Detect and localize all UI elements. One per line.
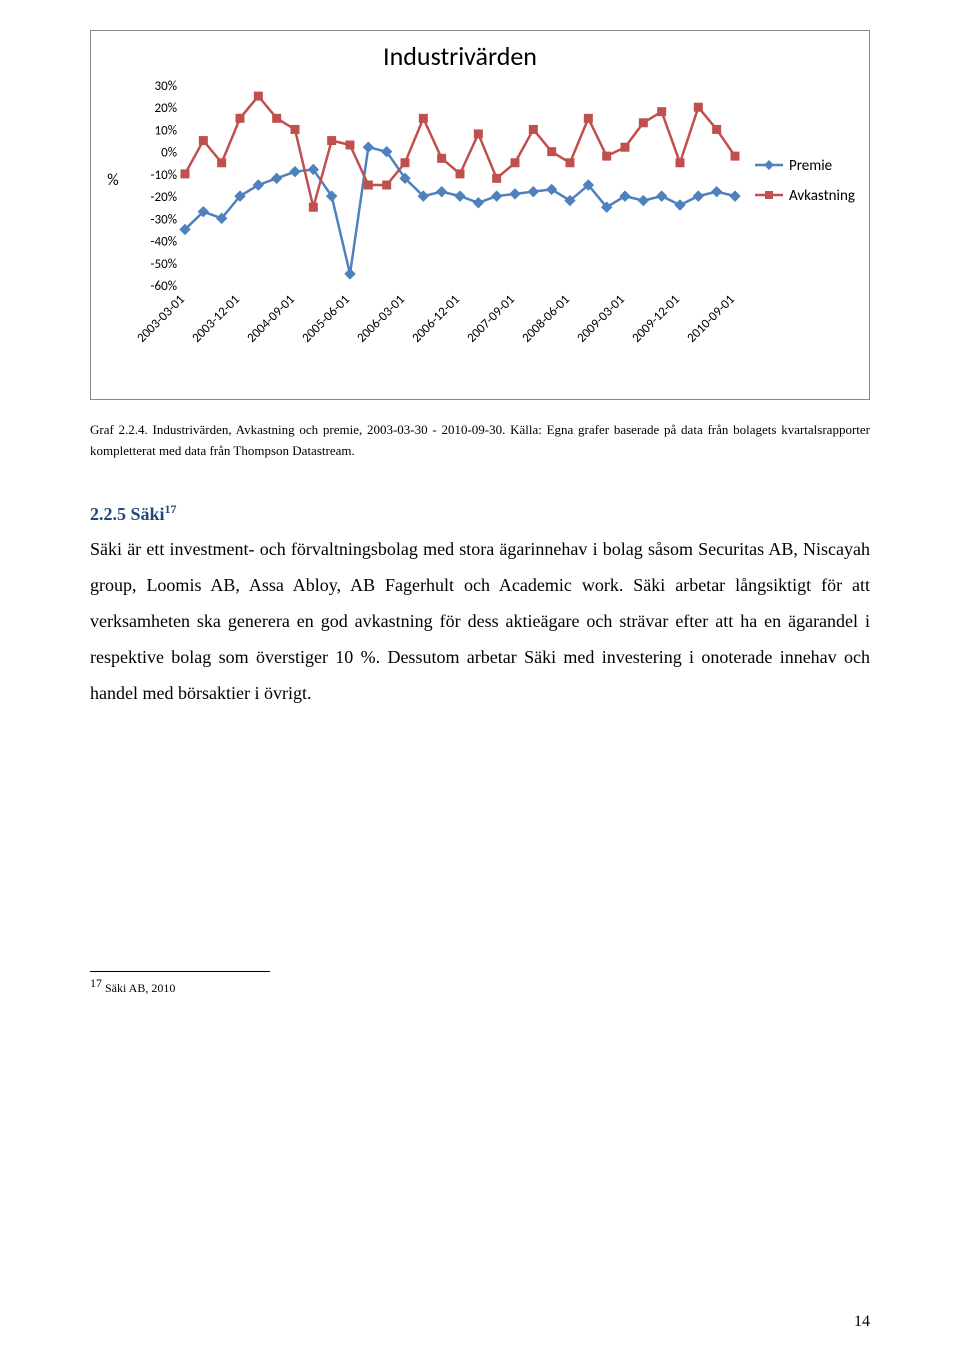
svg-text:2008-06-01: 2008-06-01	[519, 292, 573, 346]
svg-text:2003-12-01: 2003-12-01	[189, 292, 243, 346]
figure-caption: Graf 2.2.4. Industrivärden, Avkastning o…	[90, 420, 870, 462]
svg-text:2006-03-01: 2006-03-01	[354, 292, 408, 346]
caption-prefix: Graf 2.2.4.	[90, 422, 148, 437]
svg-text:2010-09-01: 2010-09-01	[684, 292, 738, 346]
footnote: 17 Säki AB, 2010	[90, 976, 870, 996]
svg-text:2005-06-01: 2005-06-01	[299, 292, 353, 346]
page-number: 14	[854, 1313, 870, 1331]
svg-text:0%: 0%	[161, 146, 177, 161]
section-heading: 2.2.5 Säki17	[90, 502, 870, 525]
footnote-separator	[90, 971, 270, 972]
svg-text:-10%: -10%	[151, 168, 177, 183]
svg-text:-20%: -20%	[151, 190, 177, 205]
footnote-number: 17	[90, 976, 102, 990]
svg-text:2009-12-01: 2009-12-01	[629, 292, 683, 346]
svg-text:-40%: -40%	[151, 235, 177, 250]
svg-text:20%: 20%	[155, 101, 177, 116]
svg-text:-50%: -50%	[151, 257, 177, 272]
svg-text:2009-03-01: 2009-03-01	[574, 292, 628, 346]
line-chart: Industrivärden 30% 20% 10% 0% -10% -20% -30% -40…	[95, 35, 865, 395]
chart-container: Industrivärden 30% 20% 10% 0% -10% -20% -30% -40…	[90, 30, 870, 400]
svg-text:Premie: Premie	[789, 157, 832, 175]
svg-text:-60%: -60%	[151, 279, 177, 294]
svg-text:2007-09-01: 2007-09-01	[464, 292, 518, 346]
svg-text:Avkastning: Avkastning	[789, 187, 855, 205]
caption-text: Industrivärden, Avkastning och premie, 2…	[90, 422, 870, 458]
svg-text:10%: 10%	[155, 123, 177, 138]
svg-text:2004-09-01: 2004-09-01	[244, 292, 298, 346]
footnote-text: Säki AB, 2010	[102, 981, 175, 995]
body-paragraph: Säki är ett investment- och förvaltnings…	[90, 531, 870, 711]
svg-text:-30%: -30%	[151, 212, 177, 227]
section-superscript: 17	[165, 502, 177, 516]
svg-text:2003-03-01: 2003-03-01	[134, 292, 188, 346]
section-title: Säki	[131, 504, 165, 524]
svg-text:%: %	[107, 171, 118, 190]
svg-text:Industrivärden: Industrivärden	[383, 40, 537, 72]
section-number: 2.2.5	[90, 504, 131, 524]
svg-text:30%: 30%	[155, 79, 177, 94]
svg-text:2006-12-01: 2006-12-01	[409, 292, 463, 346]
